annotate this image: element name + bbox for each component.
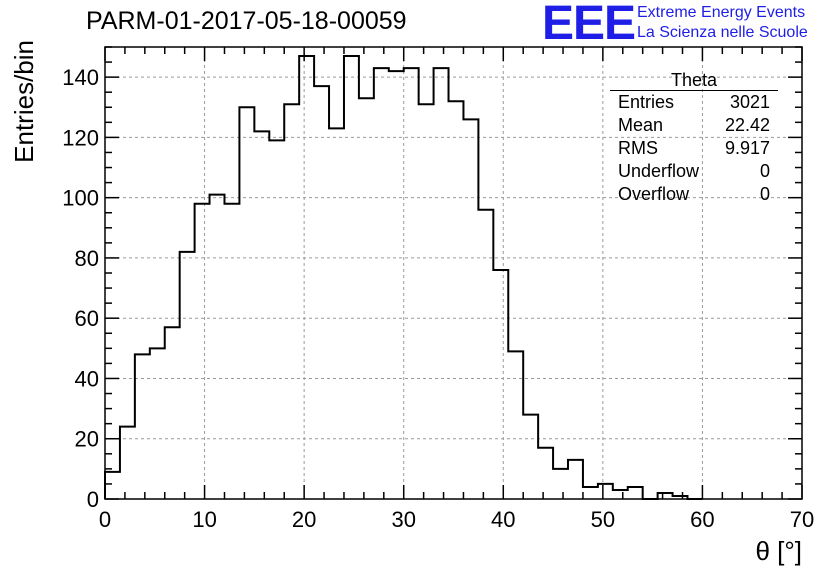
stats-label: RMS (618, 138, 658, 158)
histogram-bin (583, 487, 598, 499)
stats-row-underflow: Underflow 0 (610, 160, 778, 183)
histogram-bin (210, 195, 225, 499)
stats-label: Underflow (618, 161, 700, 181)
tick-labels: 0 10 20 30 40 50 60 70 0 20 40 60 80 100 120 140 (62, 65, 814, 532)
histogram-bin (165, 327, 180, 499)
stats-value: 3021 (729, 92, 770, 112)
stats-value: 0 (759, 161, 770, 181)
histogram-bin (493, 270, 508, 499)
histogram-bin (120, 427, 135, 499)
stats-row-rms: RMS 9.917 (610, 137, 778, 160)
histogram-bin (463, 119, 478, 499)
histogram-bin (329, 128, 344, 499)
stats-value: 0 (759, 184, 770, 204)
y-tick-label: 60 (75, 306, 99, 331)
histogram-bin (150, 348, 165, 499)
stats-label: Mean (618, 115, 664, 135)
x-tick-label: 0 (99, 507, 111, 532)
histogram-bin (598, 484, 613, 499)
histogram-bin (254, 131, 269, 499)
stats-value: 22.42 (724, 115, 770, 135)
histogram-bin (508, 351, 523, 499)
grid-layer (105, 47, 802, 499)
stats-row-overflow: Overflow 0 (610, 183, 778, 206)
y-tick-label: 100 (62, 186, 99, 211)
histogram-outline (104, 55, 703, 500)
histogram-bin (105, 472, 120, 499)
stats-row-entries: Entries 3021 (610, 91, 778, 114)
y-tick-label: 120 (62, 125, 99, 150)
histogram-bin (568, 460, 583, 499)
histogram-bars (105, 56, 687, 499)
stats-label: Entries (618, 92, 675, 112)
histogram-bin (523, 415, 538, 499)
histogram-bin (359, 98, 374, 499)
plot-frame (104, 46, 803, 500)
stats-value: 9.917 (724, 138, 770, 158)
y-tick-label: 20 (75, 427, 99, 452)
y-tick-label: 40 (75, 366, 99, 391)
chart-title: PARM-01-2017-05-18-00059 (86, 7, 407, 35)
histogram-bin (135, 354, 150, 499)
histogram-bin (553, 469, 568, 499)
y-tick-label: 0 (87, 487, 99, 512)
histogram-bin (299, 56, 314, 499)
histogram-bin (344, 56, 359, 499)
stats-title: Theta (610, 71, 778, 91)
x-tick-label: 70 (790, 507, 814, 532)
stats-row-mean: Mean 22.42 (610, 114, 778, 137)
histogram-bin (195, 204, 210, 499)
histogram-bin (180, 252, 195, 499)
logo-text-line2: La Scienza nelle Scuole (637, 24, 808, 41)
x-tick-label: 30 (391, 507, 415, 532)
y-axis-label: Entries/bin (9, 40, 39, 163)
histogram-bin (239, 107, 254, 499)
logo-text-line1: Extreme Energy Events (637, 4, 806, 21)
histogram-bin (224, 204, 239, 499)
x-tick-label: 60 (690, 507, 714, 532)
stats-box: Theta Entries 3021 Mean 22.42 RMS 9.917 … (610, 71, 778, 206)
histogram-bin (284, 104, 299, 499)
histogram-bin (419, 104, 434, 499)
histogram-bin (613, 490, 628, 499)
histogram-bin (404, 68, 419, 499)
x-tick-label: 40 (491, 507, 515, 532)
histogram-bin (314, 86, 329, 499)
x-tick-label: 10 (192, 507, 216, 532)
x-axis-label: θ [°] (755, 536, 802, 566)
histogram-bin (478, 210, 493, 499)
eee-logo: EEE (542, 0, 636, 50)
x-tick-label: 20 (292, 507, 316, 532)
histogram-bin (434, 68, 449, 499)
histogram-bin (374, 68, 389, 499)
x-tick-label: 50 (591, 507, 615, 532)
histogram-bin (389, 71, 404, 499)
histogram-bin (628, 487, 643, 499)
y-tick-label: 140 (62, 65, 99, 90)
y-tick-label: 80 (75, 246, 99, 271)
histogram-bin (538, 448, 553, 499)
histogram-bin (269, 140, 284, 499)
histogram-bin (449, 101, 464, 499)
stats-label: Overflow (618, 184, 690, 204)
